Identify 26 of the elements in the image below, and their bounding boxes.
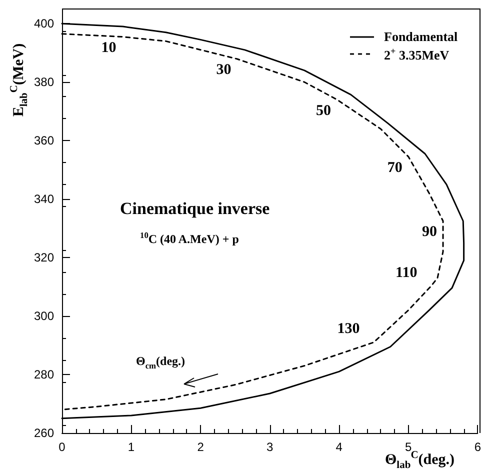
x-tick-label: 0	[58, 440, 66, 454]
x-tick-label: 3	[266, 440, 274, 454]
y-tick-label: 360	[34, 134, 54, 148]
y-tick-label: 400	[34, 16, 54, 31]
legend-label: Fondamental	[384, 29, 458, 44]
annotation: 130	[337, 321, 360, 338]
legend-label: 2$^{+}$ 3.35MeV	[384, 46, 450, 62]
annotation: 110	[396, 264, 418, 281]
annotation: 10	[101, 40, 116, 56]
annotation: 70	[387, 160, 402, 176]
annotation: $^{10}$C (40 A.MeV) + p	[140, 231, 239, 246]
x-tick-label: 2	[197, 440, 204, 454]
annotation: Cinematique inverse	[120, 199, 270, 218]
annotation: Θ$_{cm}$(deg.)	[136, 354, 186, 371]
y-tick-label: 380	[34, 75, 54, 90]
x-tick-label: 4	[336, 440, 343, 454]
y-tick-label: 320	[34, 250, 54, 265]
x-tick-label: 1	[128, 440, 135, 454]
y-tick-label: 260	[34, 426, 54, 440]
y-tick-label: 300	[34, 309, 54, 324]
y-tick-label: 340	[34, 192, 54, 206]
annotation: 90	[422, 224, 438, 240]
x-tick-label: 6	[474, 440, 482, 454]
annotation: 30	[216, 62, 232, 78]
y-tick-label: 280	[34, 368, 54, 382]
annotation: 50	[316, 102, 332, 119]
